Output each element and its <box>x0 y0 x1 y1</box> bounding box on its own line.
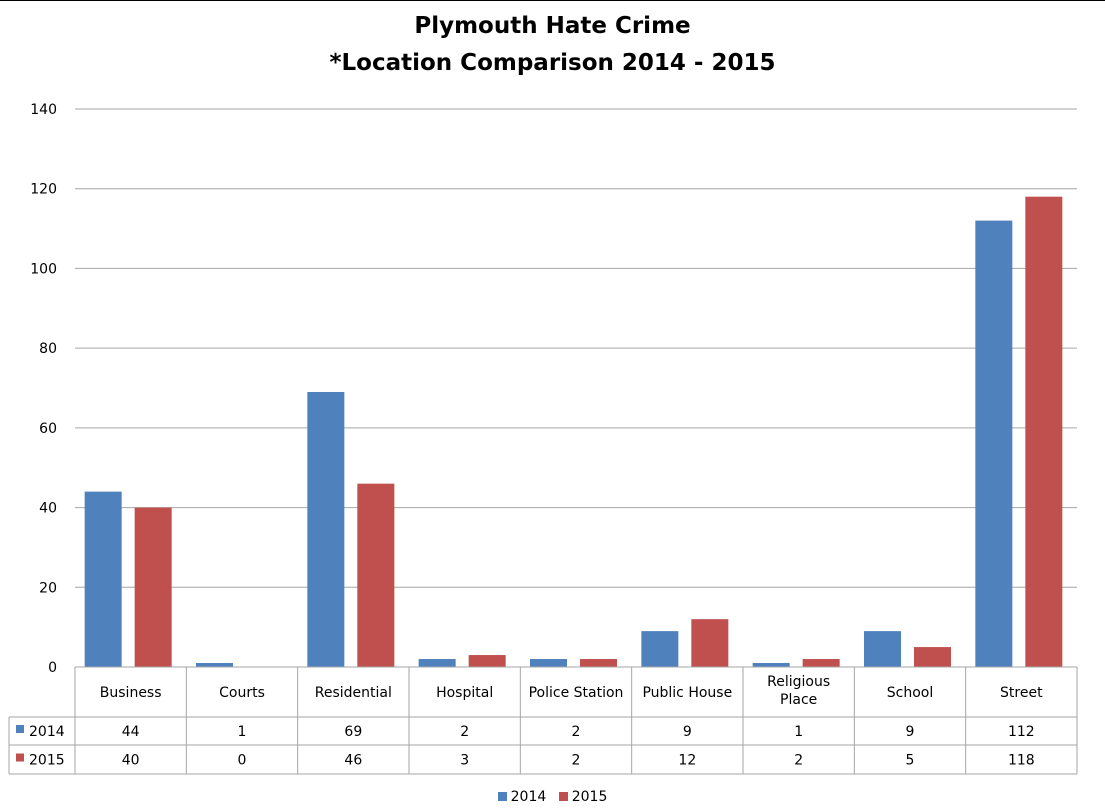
table-value: 69 <box>344 724 362 740</box>
table-value: 2 <box>572 753 581 769</box>
table-value: 0 <box>238 753 247 769</box>
chart-subtitle: *Location Comparison 2014 - 2015 <box>329 50 776 76</box>
legend-item-2015: 2015 <box>558 789 608 805</box>
category-label: Courts <box>219 685 265 701</box>
bar-2014-6 <box>752 663 790 667</box>
bar-2015-6 <box>802 659 840 667</box>
table-value: 2 <box>572 724 581 740</box>
category-label: Police Station <box>529 685 624 701</box>
table-swatch-2015 <box>16 753 24 762</box>
y-tick-label: 40 <box>39 501 57 517</box>
table-series-label: 2015 <box>29 753 65 769</box>
y-tick-label: 140 <box>30 102 57 118</box>
table-value: 112 <box>1008 724 1035 740</box>
table-value: 46 <box>344 753 362 769</box>
category-label: Hospital <box>436 685 493 701</box>
bar-2015-0 <box>134 507 172 667</box>
legend-swatch-2014 <box>497 792 507 801</box>
bar-2014-8 <box>975 220 1013 667</box>
bar-2014-3 <box>418 659 456 667</box>
table-value: 2 <box>794 753 803 769</box>
y-tick-label: 120 <box>30 182 57 198</box>
bar-2014-1 <box>196 663 233 667</box>
legend-label-2014: 2014 <box>510 789 547 805</box>
table-value: 118 <box>1008 753 1035 769</box>
y-tick-label: 60 <box>39 421 57 437</box>
table-value: 2 <box>460 724 469 740</box>
y-tick-label: 0 <box>48 660 57 676</box>
bar-2014-0 <box>84 491 122 667</box>
category-label: Religious Place <box>767 674 830 708</box>
legend-item-2014: 2014 <box>497 789 547 805</box>
legend-label-2015: 2015 <box>571 789 608 805</box>
legend-swatch-2015 <box>558 792 568 801</box>
bar-2015-2 <box>357 483 395 667</box>
table-value: 3 <box>460 753 469 769</box>
y-tick-label: 20 <box>39 580 57 596</box>
bar-2014-4 <box>530 659 567 667</box>
bar-2015-5 <box>691 619 729 667</box>
table-value: 12 <box>678 753 696 769</box>
category-label: Street <box>1000 685 1043 701</box>
bar-2015-8 <box>1025 196 1063 667</box>
bar-2014-2 <box>307 391 345 667</box>
table-value: 1 <box>794 724 803 740</box>
y-tick-label: 80 <box>39 341 57 357</box>
bar-2015-7 <box>914 647 951 667</box>
category-label: Business <box>100 685 162 701</box>
table-value: 9 <box>683 724 692 740</box>
table-series-label: 2014 <box>29 724 65 740</box>
category-label: Public House <box>642 685 732 701</box>
chart-title: Plymouth Hate Crime <box>414 13 691 39</box>
y-tick-label: 100 <box>30 261 57 277</box>
bar-2015-3 <box>468 655 506 667</box>
table-swatch-2014 <box>16 725 24 733</box>
bar-2014-5 <box>641 631 679 667</box>
table-value: 40 <box>122 753 140 769</box>
bar-2015-4 <box>580 659 617 667</box>
legend: 2014 2015 <box>0 789 1105 805</box>
category-label: Residential <box>315 685 392 701</box>
table-value: 1 <box>238 724 247 740</box>
category-label: School <box>887 685 933 701</box>
table-value: 5 <box>906 753 915 769</box>
bar-2014-7 <box>864 631 901 667</box>
table-value: 44 <box>122 724 140 740</box>
top-rule <box>0 0 1105 1</box>
table-value: 9 <box>906 724 915 740</box>
